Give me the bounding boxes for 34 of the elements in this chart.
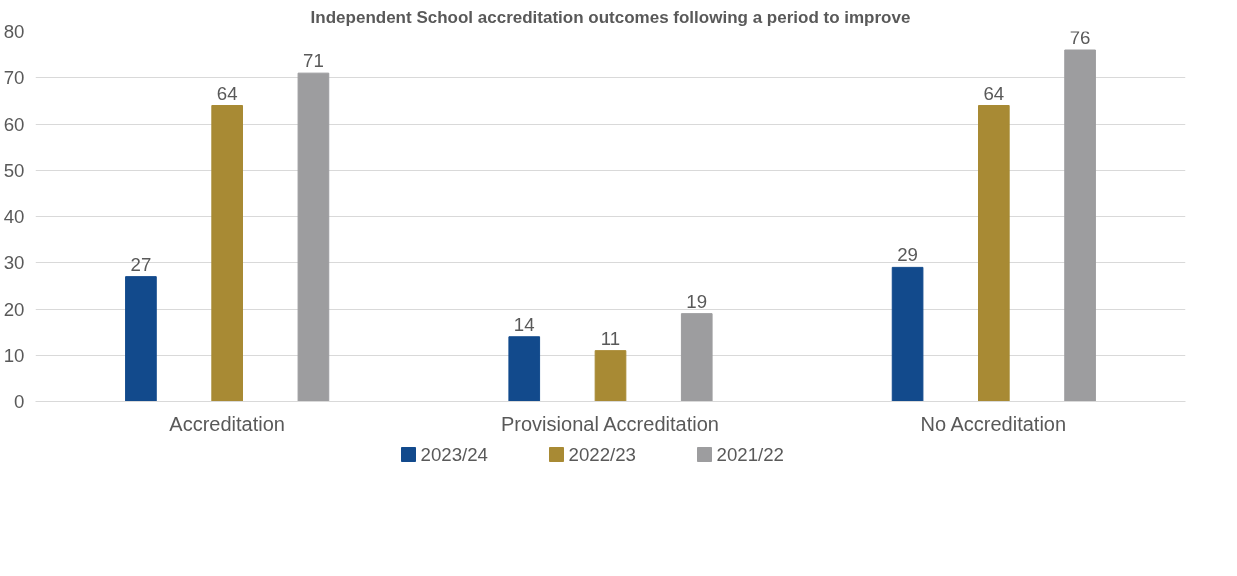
data-label: 64 <box>983 82 1005 104</box>
data-label: 11 <box>600 327 621 349</box>
y-tick-label: 30 <box>3 252 25 274</box>
y-tick-label: 70 <box>3 67 25 89</box>
data-label: 29 <box>897 244 918 266</box>
y-tick-label: 10 <box>3 344 25 366</box>
y-tick-label: 40 <box>3 206 25 227</box>
bar <box>297 72 330 402</box>
data-label: 64 <box>216 82 238 104</box>
bar <box>1064 49 1096 402</box>
data-label: 27 <box>130 253 152 275</box>
y-tick-label: 0 <box>14 391 25 412</box>
y-tick-label: 20 <box>3 298 25 320</box>
x-tick-label: No Accreditation <box>920 412 1067 435</box>
y-tick-label: 80 <box>3 21 25 42</box>
x-tick-label: Accreditation <box>169 412 285 435</box>
bar <box>508 336 541 402</box>
x-tick-label: Provisional Accreditation <box>501 412 719 435</box>
bar <box>680 313 713 402</box>
legend-label: 2022/23 <box>568 444 636 465</box>
data-label: 14 <box>513 313 535 335</box>
data-label: 76 <box>1069 27 1091 48</box>
legend-label: 2021/22 <box>716 444 784 465</box>
bar <box>594 350 627 402</box>
bar <box>891 266 924 402</box>
bar <box>978 105 1010 402</box>
y-tick-label: 50 <box>3 159 25 181</box>
chart-title: Independent School accreditation outcomes following a period to improve <box>310 7 911 27</box>
bar <box>125 276 157 402</box>
data-label: 19 <box>686 290 708 312</box>
bar <box>211 105 243 402</box>
legend-label: 2023/24 <box>420 444 488 465</box>
data-label: 71 <box>303 50 324 72</box>
y-tick-label: 60 <box>3 113 25 135</box>
